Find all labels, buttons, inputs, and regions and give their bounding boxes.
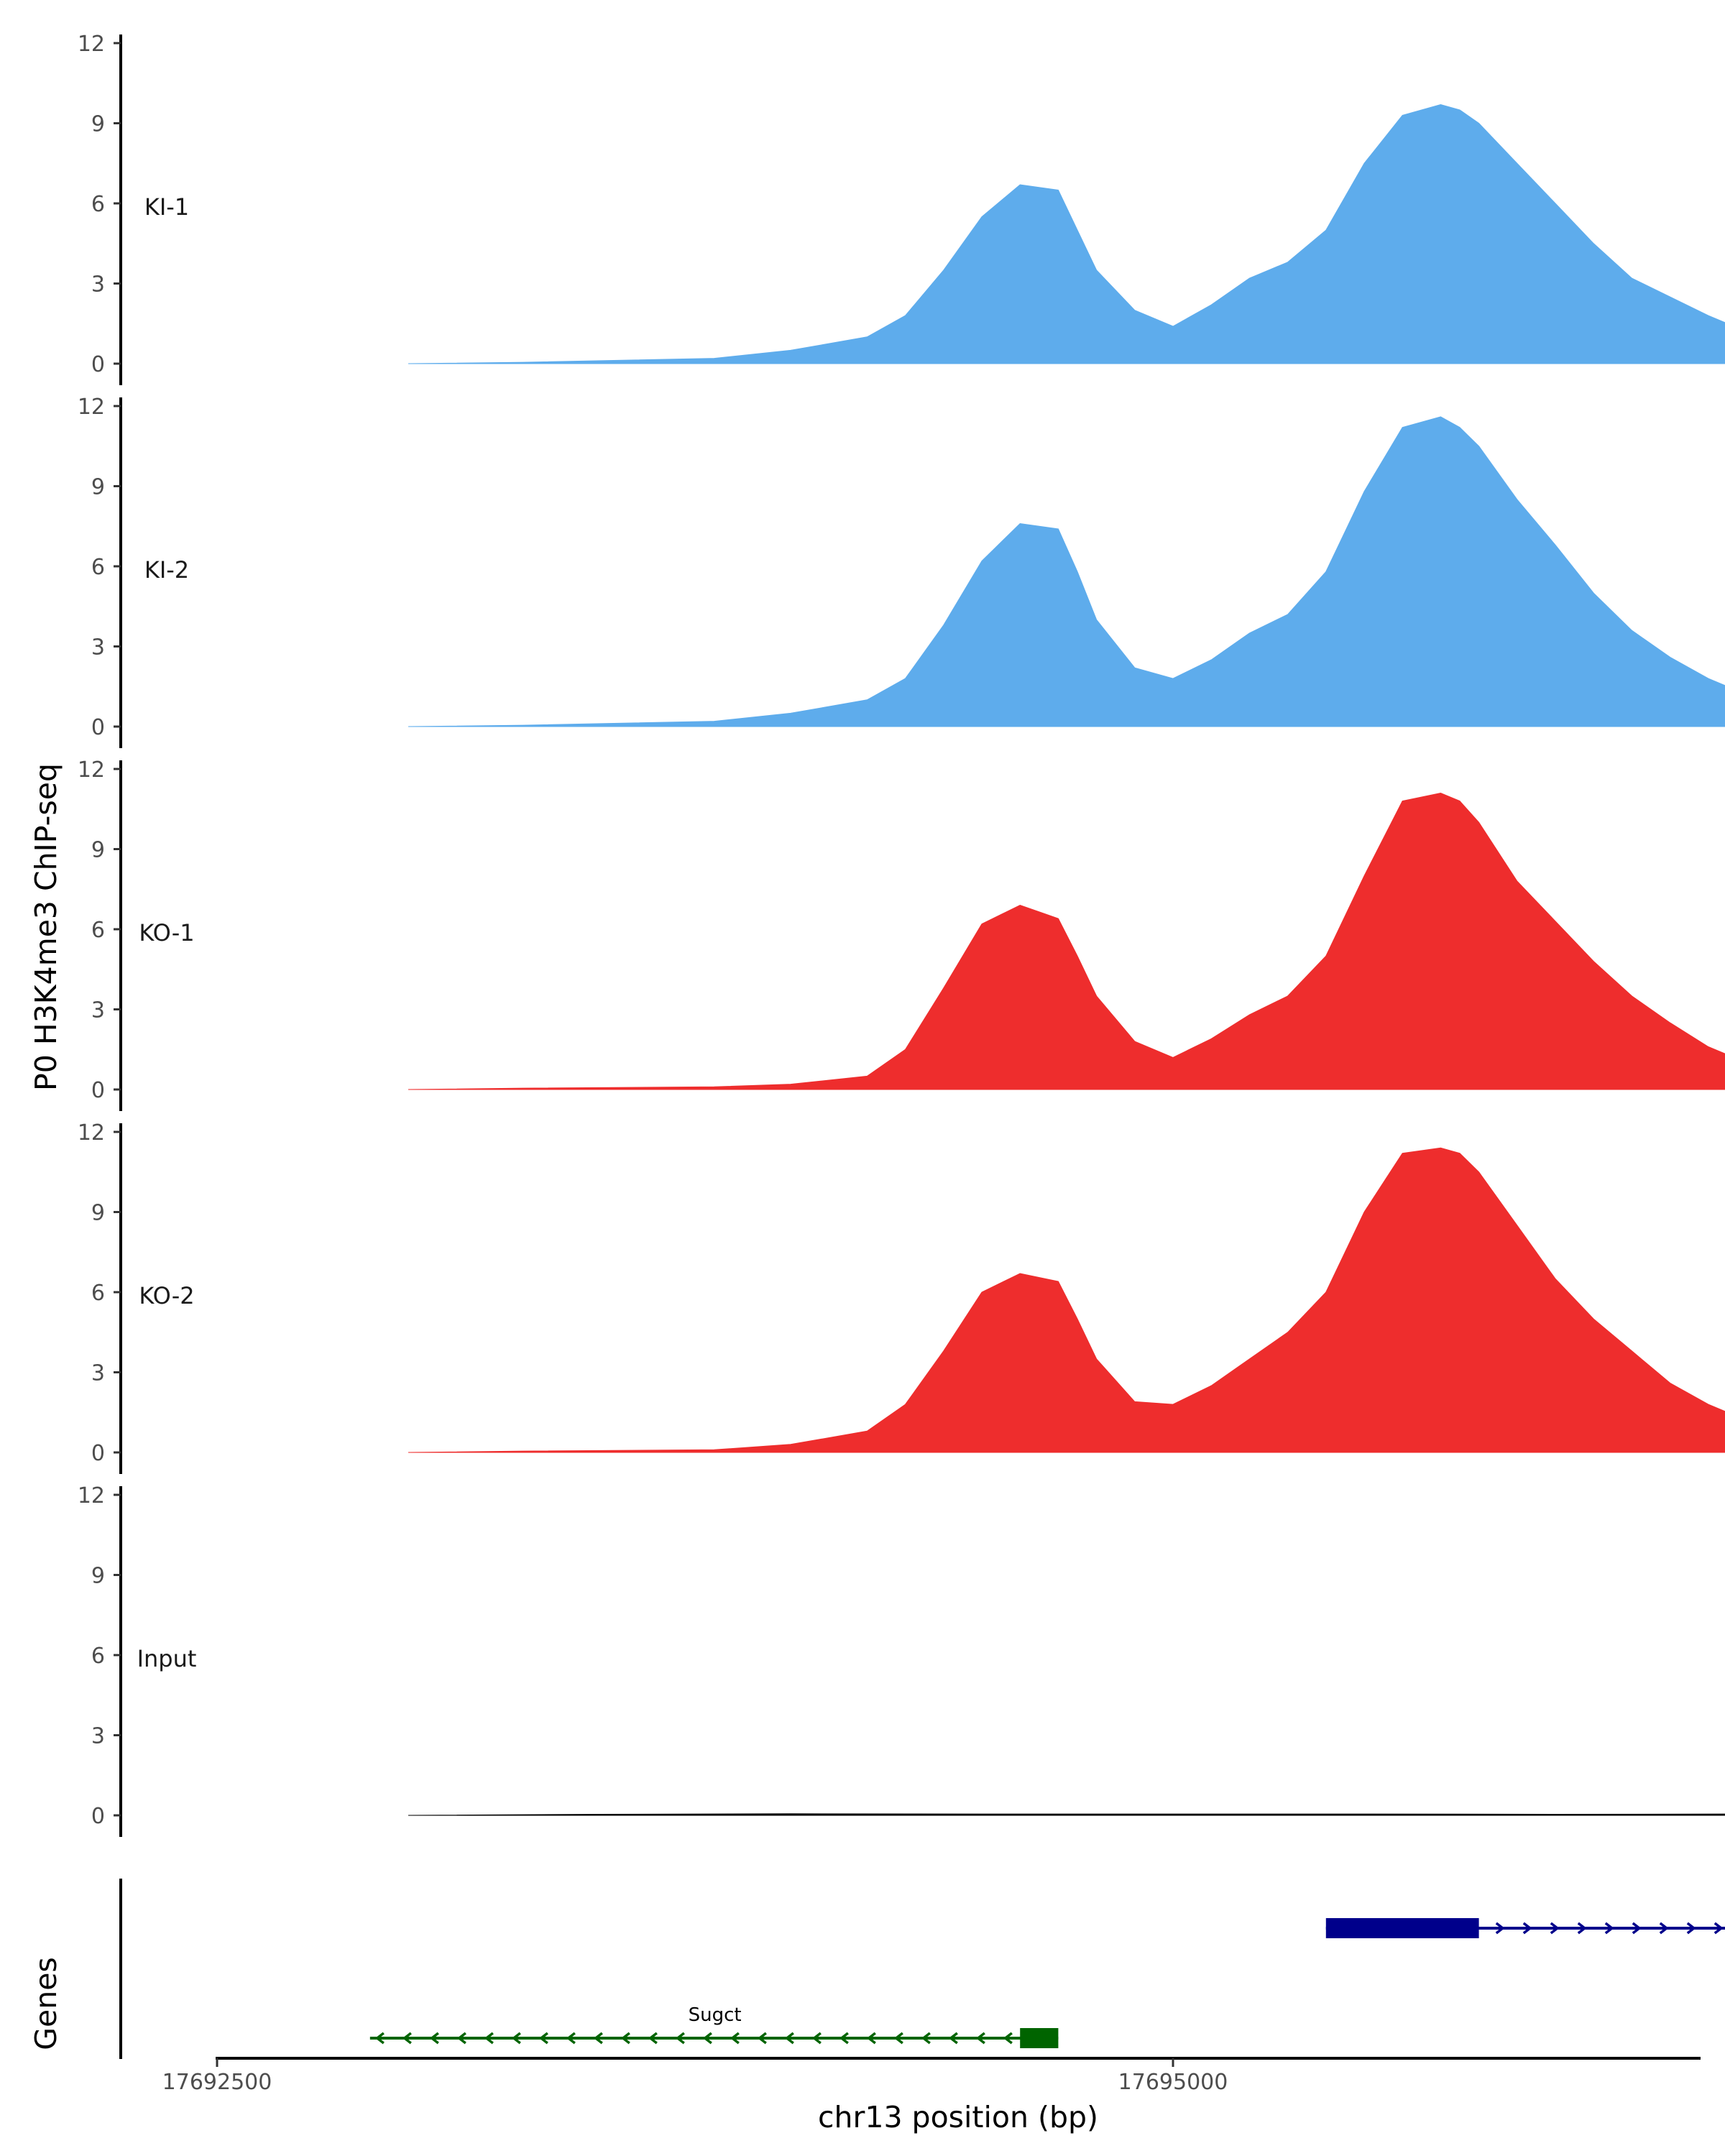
gene-mplkip: Mplkip [1325,1918,1725,1938]
series-area-ko-1 [408,792,1725,1090]
gene-label: Sugct [689,2004,742,2026]
strand-arrow-icon [620,2032,630,2045]
y-tick-label: 3 [91,1724,105,1749]
y-tick-label: 0 [91,715,105,740]
track-label-ki-1: KI-1 [144,193,189,221]
y-tick-label: 3 [91,1361,105,1386]
strand-arrow-icon [1714,1922,1724,1935]
x-tick-label: 17695000 [1118,2070,1228,2095]
y-tick-label: 12 [78,395,105,420]
y-tick-label: 0 [91,1804,105,1829]
strand-arrow-icon [429,2032,439,2045]
track-input: 0 3 6 9 12 Input [78,1483,1725,1837]
y-tick-label: 0 [91,1441,105,1466]
strand-arrow-icon [1577,1922,1587,1935]
strand-arrow-icon [1003,2032,1013,2045]
track-label-ki-2: KI-2 [144,556,189,584]
strand-arrow-icon [648,2032,658,2045]
y-tick-label: 3 [91,998,105,1023]
strand-arrow-icon [1495,1922,1505,1935]
strand-arrow-icon [948,2032,958,2045]
strand-arrow-icon [702,2032,712,2045]
y-tick-label: 0 [91,1078,105,1103]
strand-arrow-icon [784,2032,794,2045]
y-tick-label: 6 [91,918,105,943]
strand-arrow-icon [566,2032,576,2045]
strand-arrow-icon [538,2032,548,2045]
track-ki-2: 0 3 6 9 12 KI-2 [78,395,1725,748]
x-tick-label: 17692500 [162,2070,272,2095]
series-area-input [408,1813,1725,1816]
y-axis-title: P0 H3K4me3 ChIP-seq [29,763,63,1091]
series-area-ki-2 [408,416,1725,727]
exon-block [1020,2028,1059,2048]
strand-arrow-icon [1550,1922,1560,1935]
track-label-input: Input [137,1645,197,1672]
track-label-ko-2: KO-2 [139,1282,194,1309]
genes-track-title: Genes [29,1957,63,2050]
strand-arrow-icon [866,2032,876,2045]
y-tick-label: 12 [78,32,105,57]
y-tick-label: 3 [91,272,105,298]
series-area-ko-2 [408,1147,1725,1453]
y-tick-label: 12 [78,1120,105,1146]
strand-arrow-icon [893,2032,903,2045]
track-ko-2: 0 3 6 9 12 KO-2 [78,1120,1725,1474]
strand-arrow-icon [975,2032,985,2045]
y-tick-label: 6 [91,1281,105,1306]
strand-arrow-icon [1522,1922,1532,1935]
genes-track: Mplkip Sugct [119,1879,1725,2059]
exon-block [1325,1918,1479,1938]
y-tick-label: 6 [91,1644,105,1669]
strand-arrow-icon [1659,1922,1669,1935]
x-axis-title: chr13 position (bp) [818,2100,1098,2134]
strand-arrow-icon [1632,1922,1642,1935]
strand-arrow-icon [839,2032,849,2045]
track-ki-1: 0 3 6 9 12 KI-1 [78,32,1725,385]
y-tick-label: 9 [91,112,105,137]
y-tick-label: 12 [78,757,105,783]
strand-arrow-icon [730,2032,740,2045]
y-tick-label: 9 [91,1201,105,1226]
series-area-ki-1 [408,103,1725,364]
y-tick-label: 12 [78,1483,105,1508]
y-tick-label: 6 [91,555,105,580]
x-axis: 17692500176950001769750017700000 [162,2057,1701,2095]
strand-arrow-icon [402,2032,412,2045]
strand-arrow-icon [593,2032,603,2045]
track-ko-1: 0 3 6 9 12 KO-1 [78,757,1725,1111]
strand-arrow-icon [675,2032,685,2045]
strand-arrow-icon [1604,1922,1614,1935]
y-tick-label: 9 [91,475,105,500]
strand-arrow-icon [1686,1922,1696,1935]
strand-arrow-icon [757,2032,767,2045]
strand-arrow-icon [511,2032,521,2045]
track-label-ko-1: KO-1 [139,919,194,946]
y-tick-label: 6 [91,192,105,217]
strand-arrow-icon [484,2032,494,2045]
coverage-tracks: 0 3 6 9 12 KI-1 0 3 6 9 12 KI-2 0 3 6 9 12 KO-1 0 3 6 9 12 KO-2… [78,32,1725,1837]
strand-arrow-icon [921,2032,931,2045]
y-tick-label: 3 [91,635,105,660]
y-tick-label: 0 [91,352,105,377]
gene-sugct: Sugct [369,2004,1059,2048]
strand-arrow-icon [456,2032,466,2045]
strand-arrow-icon [811,2032,822,2045]
strand-arrow-icon [374,2032,385,2045]
y-tick-label: 9 [91,838,105,863]
y-tick-label: 9 [91,1564,105,1589]
